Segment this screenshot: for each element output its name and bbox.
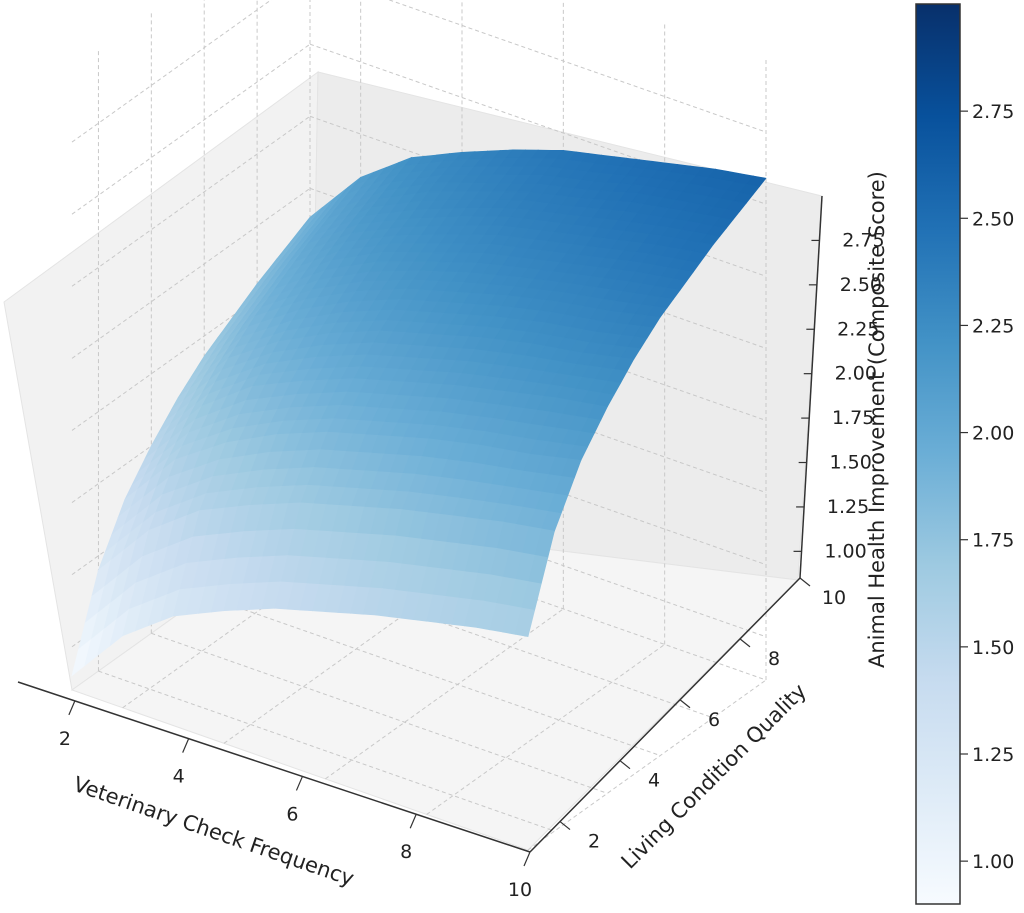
x-tick-mark [409, 813, 417, 829]
x-tick-mark [523, 851, 531, 867]
y-tick-label: 6 [708, 709, 720, 731]
y-tick-label: 2 [588, 831, 600, 853]
colorbar [915, 3, 961, 905]
z-ticks: 1.00 1.25 1.50 1.75 2.00 2.25 2.50 2.75 [793, 229, 885, 562]
y-tick-label: 8 [768, 648, 780, 670]
x-axis-line [17, 681, 531, 853]
x-tick-label: 2 [59, 728, 71, 750]
colorbar-tick-label: 1.50 [972, 637, 1014, 659]
x-axis-label: Veterinary Check Frequency [70, 772, 357, 891]
z-axis-label: Animal Health Improvement (Composite Sco… [865, 171, 889, 668]
x-tick-label: 4 [173, 766, 185, 788]
y-axis-line [529, 577, 801, 853]
colorbar-tick-label: 2.25 [972, 315, 1014, 337]
z-axis-line [799, 195, 823, 579]
z-tick-label: 2.00 [835, 363, 877, 385]
y-tick-label: 10 [822, 587, 846, 609]
z-tick-label: 1.25 [827, 496, 869, 518]
colorbar-tick-label: 1.25 [972, 744, 1014, 766]
y-tick-mark [739, 638, 751, 648]
z-tick-label: 1.50 [829, 452, 871, 474]
x-ticks: 2 4 6 8 10 [59, 700, 532, 901]
colorbar-tick-label: 2.00 [972, 423, 1014, 445]
x-tick-label: 10 [508, 879, 532, 901]
colorbar-tick-label: 1.00 [972, 851, 1014, 873]
colorbar-ticks: 1.00 1.25 1.50 1.75 2.00 2.25 2.50 2.75 [960, 101, 1014, 873]
colorbar-tick-label: 1.75 [972, 530, 1014, 552]
colorbar-tick-label: 2.50 [972, 208, 1014, 230]
y-tick-mark [799, 577, 811, 587]
y-tick-mark [559, 821, 571, 831]
x-tick-mark [182, 738, 190, 753]
z-tick-label: 1.00 [824, 540, 866, 562]
y-tick-label: 4 [648, 770, 660, 792]
y-tick-mark [679, 699, 691, 709]
colorbar-tick-label: 2.75 [972, 101, 1014, 123]
x-tick-label: 8 [400, 841, 412, 863]
x-tick-mark [295, 776, 303, 791]
surface [71, 149, 767, 677]
y-ticks: 2 4 6 8 10 [559, 577, 846, 853]
z-tick-label: 1.75 [832, 407, 874, 429]
z-tick-label: 2.75 [842, 229, 884, 251]
axes [17, 195, 823, 853]
y-tick-mark [619, 760, 631, 770]
surface-cell [514, 607, 536, 638]
x-tick-label: 6 [286, 803, 298, 825]
z-tick-label: 2.25 [837, 318, 879, 340]
x-tick-mark [68, 700, 76, 716]
z-tick-label: 2.50 [840, 274, 882, 296]
